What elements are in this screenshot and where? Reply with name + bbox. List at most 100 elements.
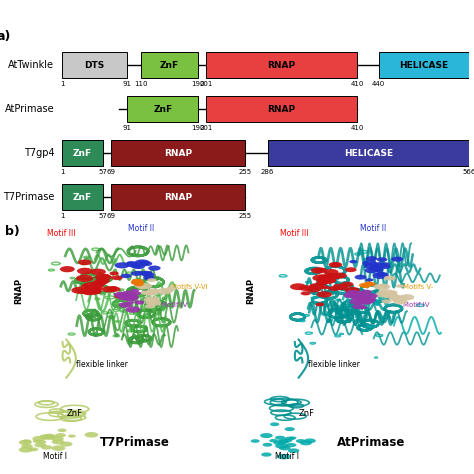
Text: Motif I: Motif I xyxy=(43,452,67,461)
Ellipse shape xyxy=(117,294,126,298)
Ellipse shape xyxy=(88,285,103,291)
Ellipse shape xyxy=(375,291,392,298)
Ellipse shape xyxy=(365,282,376,286)
Text: 201: 201 xyxy=(200,125,213,131)
Text: 410: 410 xyxy=(350,81,364,87)
Ellipse shape xyxy=(377,257,387,262)
Ellipse shape xyxy=(370,265,383,271)
Ellipse shape xyxy=(300,440,312,446)
Text: a): a) xyxy=(0,30,11,44)
Ellipse shape xyxy=(315,268,327,273)
Text: RNAP: RNAP xyxy=(268,105,296,114)
Text: ZnF: ZnF xyxy=(153,105,173,114)
Ellipse shape xyxy=(332,283,348,290)
Ellipse shape xyxy=(85,288,102,295)
Text: 91: 91 xyxy=(123,81,132,87)
Ellipse shape xyxy=(374,268,383,273)
Ellipse shape xyxy=(39,434,52,439)
Text: 566: 566 xyxy=(463,169,474,175)
Text: 190: 190 xyxy=(191,125,205,131)
Ellipse shape xyxy=(96,278,109,284)
Ellipse shape xyxy=(95,274,112,281)
Ellipse shape xyxy=(131,280,144,285)
Text: 57: 57 xyxy=(98,169,107,175)
Ellipse shape xyxy=(277,454,291,459)
Ellipse shape xyxy=(108,287,120,292)
Ellipse shape xyxy=(375,272,388,277)
FancyBboxPatch shape xyxy=(63,140,103,166)
Text: Motif I: Motif I xyxy=(275,452,299,461)
Ellipse shape xyxy=(51,436,64,441)
Ellipse shape xyxy=(145,304,155,309)
Text: 255: 255 xyxy=(239,213,252,219)
Ellipse shape xyxy=(279,439,288,443)
Ellipse shape xyxy=(132,279,141,283)
FancyBboxPatch shape xyxy=(127,96,199,122)
Ellipse shape xyxy=(365,278,374,282)
Ellipse shape xyxy=(331,263,340,266)
Ellipse shape xyxy=(341,282,354,287)
Ellipse shape xyxy=(328,262,342,268)
Ellipse shape xyxy=(117,294,132,300)
Ellipse shape xyxy=(118,302,132,308)
Ellipse shape xyxy=(317,279,330,284)
Ellipse shape xyxy=(131,271,143,276)
Text: Motif III: Motif III xyxy=(280,228,308,237)
Ellipse shape xyxy=(355,275,366,280)
Ellipse shape xyxy=(316,281,327,286)
Ellipse shape xyxy=(166,287,176,291)
Ellipse shape xyxy=(343,292,357,298)
Ellipse shape xyxy=(356,292,365,295)
Ellipse shape xyxy=(127,301,134,304)
Text: Motifs V-: Motifs V- xyxy=(403,284,433,290)
Text: AtPrimase: AtPrimase xyxy=(5,104,55,114)
Ellipse shape xyxy=(305,286,321,292)
FancyBboxPatch shape xyxy=(111,140,245,166)
Text: RNAP: RNAP xyxy=(164,193,192,202)
Ellipse shape xyxy=(349,299,364,305)
Ellipse shape xyxy=(332,273,347,279)
Ellipse shape xyxy=(382,299,392,303)
FancyBboxPatch shape xyxy=(206,53,357,78)
Ellipse shape xyxy=(93,279,108,285)
Text: Motif II: Motif II xyxy=(128,224,154,233)
FancyBboxPatch shape xyxy=(268,140,469,166)
Ellipse shape xyxy=(138,271,147,275)
Text: 190: 190 xyxy=(191,81,205,87)
Ellipse shape xyxy=(133,279,143,283)
Ellipse shape xyxy=(101,274,109,278)
Ellipse shape xyxy=(383,292,398,298)
Text: 57: 57 xyxy=(98,213,107,219)
Ellipse shape xyxy=(286,443,296,447)
Text: 286: 286 xyxy=(261,169,274,175)
Ellipse shape xyxy=(132,292,141,295)
Ellipse shape xyxy=(143,290,157,296)
Ellipse shape xyxy=(80,288,93,293)
Ellipse shape xyxy=(94,282,103,286)
Ellipse shape xyxy=(284,437,294,441)
Ellipse shape xyxy=(91,281,106,286)
Ellipse shape xyxy=(147,278,156,282)
Text: T7Primase: T7Primase xyxy=(3,192,55,202)
Ellipse shape xyxy=(125,294,139,300)
Ellipse shape xyxy=(362,284,371,288)
Text: RNAP: RNAP xyxy=(15,278,23,304)
Ellipse shape xyxy=(92,283,104,288)
Ellipse shape xyxy=(365,282,373,285)
Ellipse shape xyxy=(304,438,316,443)
Text: flexible linker: flexible linker xyxy=(76,361,128,370)
Ellipse shape xyxy=(22,439,31,443)
Ellipse shape xyxy=(114,293,126,299)
Ellipse shape xyxy=(284,427,295,431)
Text: ZnF: ZnF xyxy=(299,409,315,418)
Ellipse shape xyxy=(390,295,401,300)
Ellipse shape xyxy=(147,288,160,294)
Ellipse shape xyxy=(364,263,380,269)
FancyBboxPatch shape xyxy=(111,184,245,210)
Ellipse shape xyxy=(320,285,329,289)
Ellipse shape xyxy=(373,284,386,289)
Text: 255: 255 xyxy=(239,169,252,175)
Ellipse shape xyxy=(146,300,161,306)
Ellipse shape xyxy=(91,286,101,290)
Text: ZnF: ZnF xyxy=(73,149,92,158)
